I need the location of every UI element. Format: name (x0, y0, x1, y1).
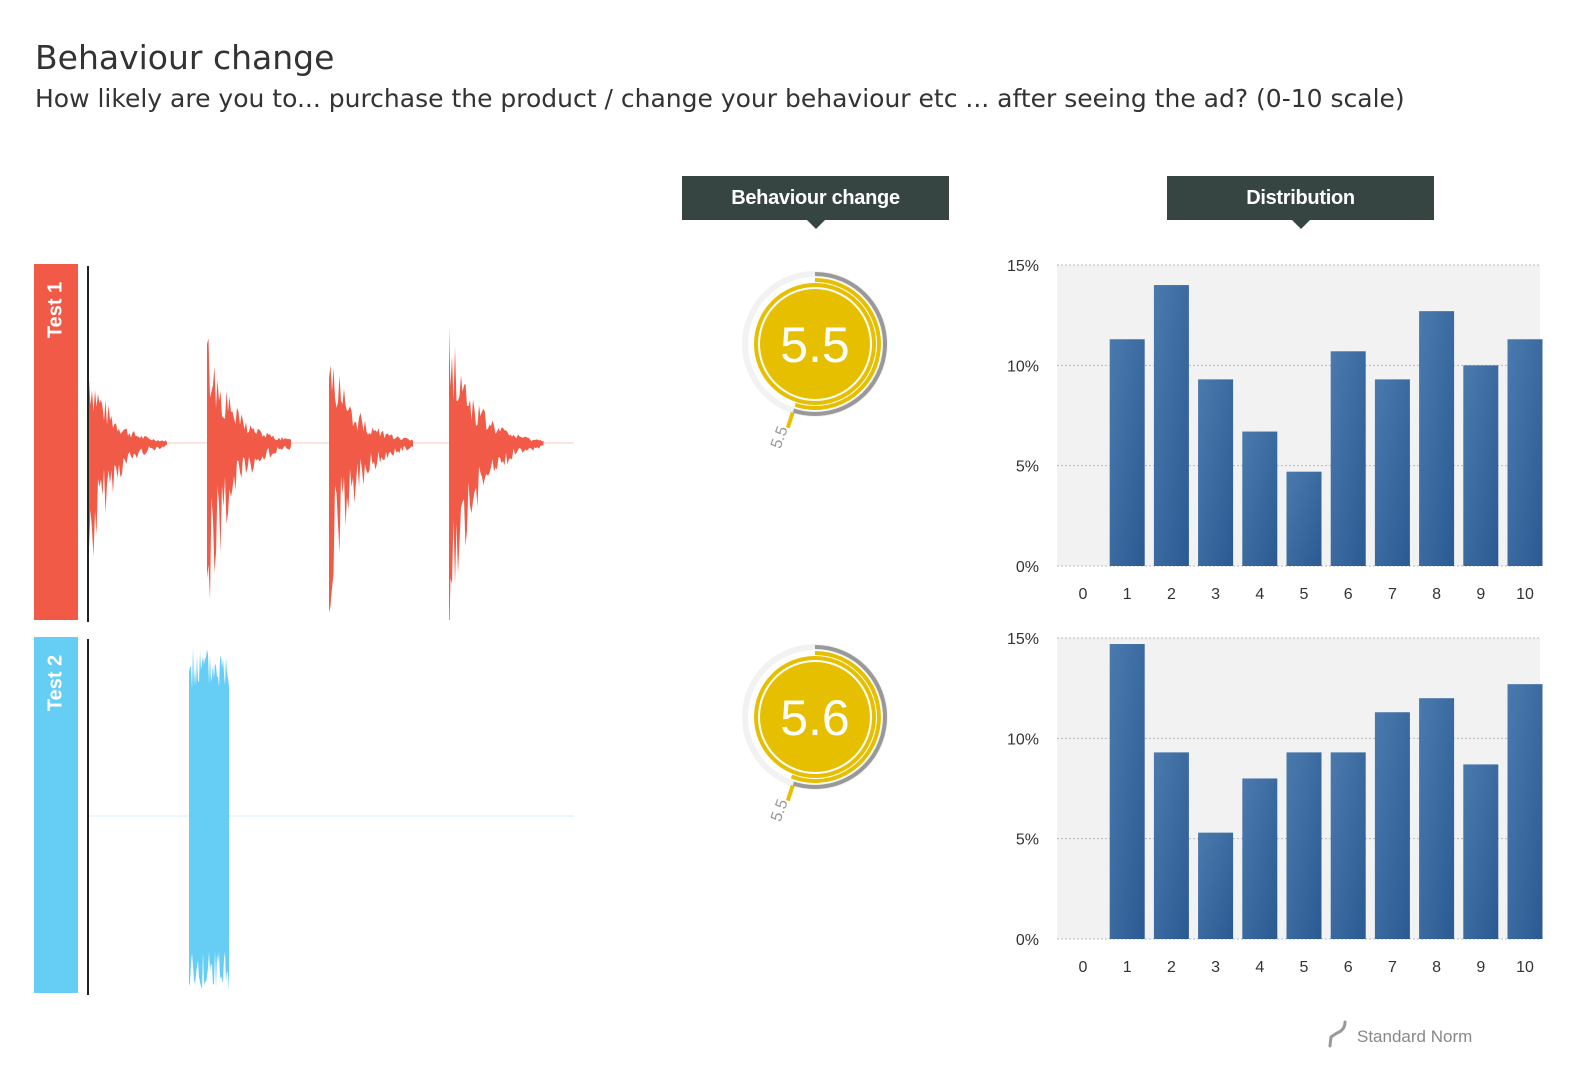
gauge-disc (754, 283, 876, 405)
bar-2 (1153, 752, 1189, 939)
y-tick-label: 0% (1016, 559, 1039, 576)
waveform-burst (207, 338, 291, 600)
x-tick-label: 5 (1300, 959, 1309, 976)
test-1-label: Test 1 (44, 281, 67, 339)
x-tick-label: 0 (1079, 586, 1088, 603)
y-tick-label: 15% (1007, 631, 1039, 648)
gauge-value-arc (794, 278, 881, 410)
score-column-header: Behaviour change (682, 176, 949, 229)
gauge-inner-ring (758, 287, 872, 401)
bar-5 (1286, 752, 1322, 939)
gauge-norm-label: 5.5 (768, 424, 792, 451)
x-tick-label: 2 (1167, 959, 1176, 976)
gauge-norm-tick (785, 784, 795, 802)
test-2-waveform (89, 646, 574, 991)
test-2-divider (87, 639, 89, 995)
gauge-norm-tick (785, 411, 795, 429)
x-tick-label: 0 (1079, 959, 1088, 976)
bar-5 (1286, 471, 1322, 566)
bar-4 (1242, 431, 1278, 566)
bar-2 (1153, 285, 1189, 566)
bar-3 (1198, 832, 1234, 939)
y-tick-label: 0% (1016, 932, 1039, 949)
gauge-norm-arc (792, 272, 887, 416)
bar-8 (1419, 311, 1455, 566)
bar-9 (1463, 764, 1499, 939)
x-tick-label: 2 (1167, 586, 1176, 603)
gauge-norm-label: 5.5 (768, 797, 792, 824)
norm-marker-icon (1328, 1020, 1347, 1048)
y-tick-label: 5% (1016, 832, 1039, 849)
y-tick-label: 10% (1007, 358, 1039, 375)
x-tick-label: 3 (1211, 959, 1220, 976)
x-tick-label: 1 (1123, 959, 1132, 976)
bar-1 (1109, 644, 1145, 939)
bar-4 (1242, 778, 1278, 939)
gauge-value-arc (790, 651, 881, 783)
test-2-score-gauge: 5.6 5.5 (742, 644, 888, 824)
norm-legend-label: Standard Norm (1357, 1027, 1473, 1046)
test-1-divider (87, 266, 89, 622)
bar-6 (1330, 752, 1366, 939)
waveform-burst (189, 646, 229, 991)
distribution-column-header: Distribution (1167, 176, 1434, 229)
x-tick-label: 4 (1255, 586, 1264, 603)
bar-10 (1507, 339, 1543, 566)
bar-7 (1374, 712, 1410, 939)
y-tick-label: 15% (1007, 258, 1039, 275)
bar-9 (1463, 365, 1499, 566)
bar-6 (1330, 351, 1366, 566)
test-1-waveform (89, 326, 574, 620)
waveform-burst (89, 379, 167, 557)
gauge-score-value: 5.5 (780, 317, 850, 373)
x-tick-label: 6 (1344, 586, 1353, 603)
bar-3 (1198, 379, 1234, 566)
x-tick-label: 7 (1388, 586, 1397, 603)
bar-10 (1507, 684, 1543, 939)
x-tick-label: 3 (1211, 586, 1220, 603)
x-tick-label: 9 (1476, 586, 1485, 603)
y-tick-label: 5% (1016, 459, 1039, 476)
test-2-label: Test 2 (44, 654, 67, 712)
x-tick-label: 9 (1476, 959, 1485, 976)
norm-legend: Standard Norm (1325, 1020, 1495, 1050)
gauge-score-value: 5.6 (780, 690, 850, 746)
waveform-burst (329, 365, 413, 613)
gauge-disc (754, 656, 876, 778)
waveform-burst (449, 326, 544, 620)
x-tick-label: 8 (1432, 586, 1441, 603)
page-subtitle: How likely are you to... purchase the pr… (35, 84, 1405, 113)
test-1-distribution-chart: 0% 5% 10% 15% 0 1 2 3 4 5 6 7 8 9 10 (1007, 258, 1543, 603)
test-2-label-bar: Test 2 (34, 637, 78, 993)
y-tick-label: 10% (1007, 731, 1039, 748)
bar-8 (1419, 698, 1455, 939)
x-tick-label: 4 (1255, 959, 1264, 976)
test-2-distribution-chart: 0% 5% 10% 15% 0 1 2 3 4 5 6 7 8 9 10 (1007, 631, 1543, 976)
x-tick-label: 10 (1516, 959, 1534, 976)
x-tick-label: 5 (1300, 586, 1309, 603)
gauge-norm-arc (792, 645, 887, 789)
x-tick-label: 7 (1388, 959, 1397, 976)
x-tick-label: 8 (1432, 959, 1441, 976)
gauge-inner-ring (758, 660, 872, 774)
page-title: Behaviour change (35, 38, 335, 77)
test-1-score-gauge: 5.5 5.5 (742, 271, 888, 451)
test-1-label-bar: Test 1 (34, 264, 78, 620)
x-tick-label: 6 (1344, 959, 1353, 976)
x-tick-label: 1 (1123, 586, 1132, 603)
bar-7 (1374, 379, 1410, 566)
x-tick-label: 10 (1516, 586, 1534, 603)
bar-1 (1109, 339, 1145, 566)
